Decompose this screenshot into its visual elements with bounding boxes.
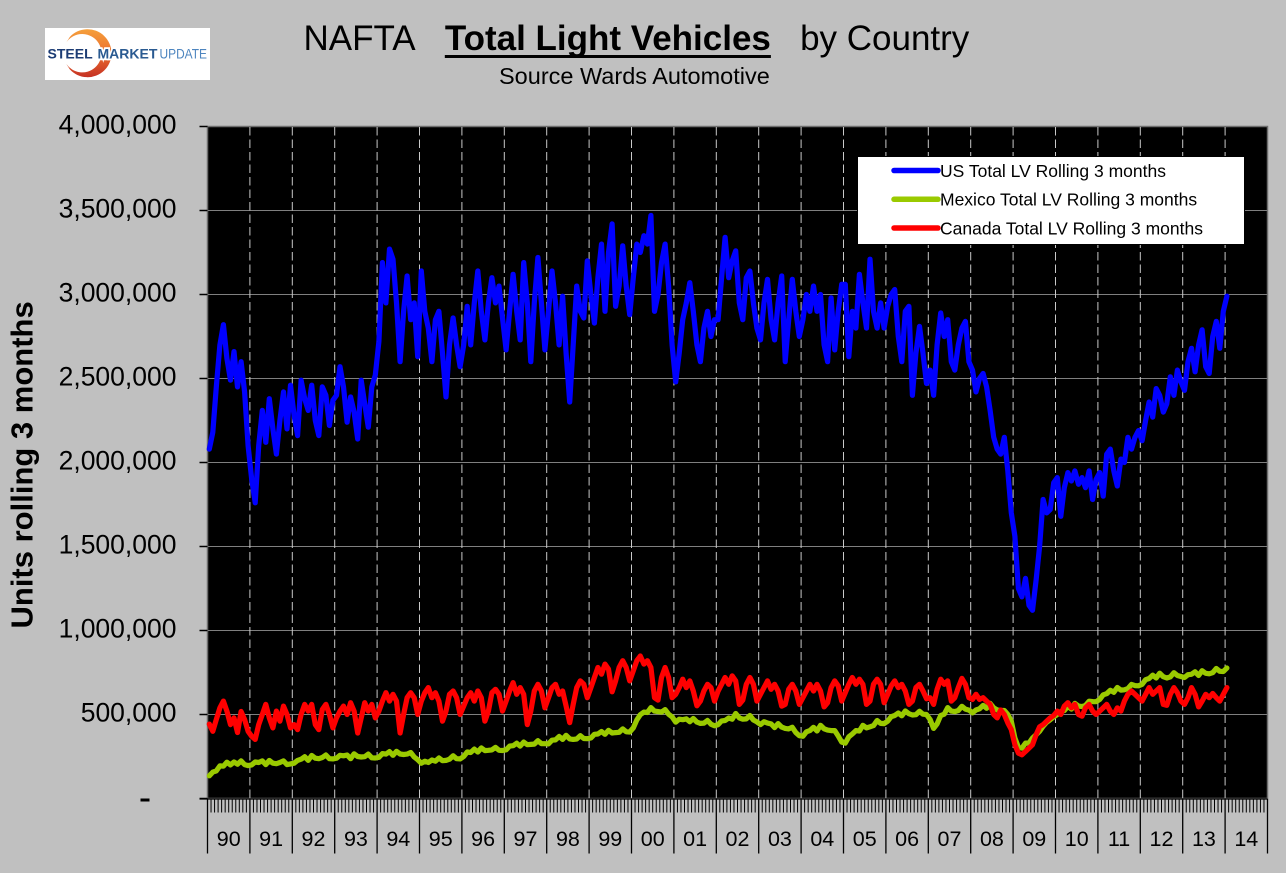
svg-text:96: 96 (471, 827, 495, 851)
svg-text:04: 04 (810, 827, 834, 851)
svg-text:12: 12 (1150, 827, 1174, 851)
svg-text:95: 95 (429, 827, 453, 851)
svg-text:99: 99 (598, 827, 622, 851)
svg-text:05: 05 (853, 827, 877, 851)
svg-text:92: 92 (302, 827, 326, 851)
svg-text:02: 02 (726, 827, 750, 851)
svg-text:98: 98 (556, 827, 580, 851)
svg-text:4,000,000: 4,000,000 (59, 110, 177, 140)
svg-text:90: 90 (217, 827, 241, 851)
svg-text:1,000,000: 1,000,000 (59, 614, 177, 644)
svg-text:14: 14 (1234, 827, 1258, 851)
svg-text:UPDATE: UPDATE (160, 46, 208, 62)
svg-text:00: 00 (641, 827, 665, 851)
svg-text:3,500,000: 3,500,000 (59, 194, 177, 224)
svg-text:Mexico Total LV Rolling 3 mont: Mexico Total LV Rolling 3 months (940, 190, 1197, 210)
svg-text:07: 07 (938, 827, 962, 851)
svg-text:Canada Total LV Rolling 3 mont: Canada Total LV Rolling 3 months (940, 218, 1203, 238)
svg-text:08: 08 (980, 827, 1004, 851)
svg-text:2,500,000: 2,500,000 (59, 362, 177, 392)
svg-text:09: 09 (1022, 827, 1046, 851)
svg-text:03: 03 (768, 827, 792, 851)
svg-text:STEEL: STEEL (48, 46, 94, 62)
svg-text:06: 06 (895, 827, 919, 851)
svg-text:91: 91 (259, 827, 283, 851)
svg-text:01: 01 (683, 827, 707, 851)
svg-text:94: 94 (386, 827, 410, 851)
svg-text:11: 11 (1108, 827, 1130, 851)
svg-text:US Total LV Rolling 3 months: US Total LV Rolling 3 months (940, 161, 1166, 181)
svg-text:13: 13 (1192, 827, 1216, 851)
svg-text:MARKET: MARKET (98, 46, 158, 62)
svg-text:2,000,000: 2,000,000 (59, 446, 177, 476)
svg-text:93: 93 (344, 827, 368, 851)
svg-text:3,000,000: 3,000,000 (59, 278, 177, 308)
svg-text:1,500,000: 1,500,000 (59, 530, 177, 560)
svg-text:500,000: 500,000 (81, 698, 177, 728)
svg-text:97: 97 (514, 827, 538, 851)
svg-text:10: 10 (1065, 827, 1089, 851)
